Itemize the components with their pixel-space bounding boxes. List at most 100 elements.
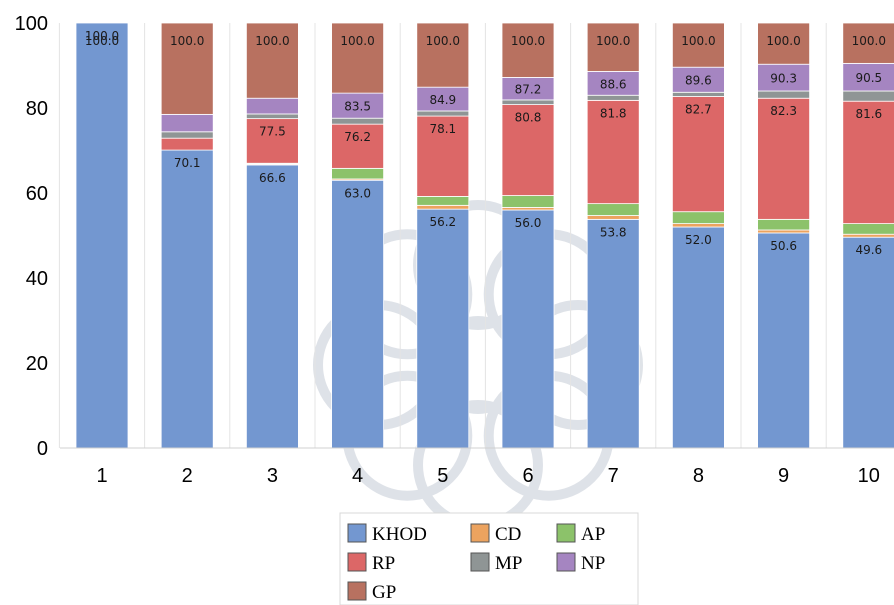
data-label-np: 84.9 (429, 93, 456, 107)
data-label-khod: 53.8 (600, 225, 627, 239)
bar-segment-khod (672, 226, 725, 449)
bar-segment-mp (331, 117, 385, 125)
bar-segment-khod (501, 209, 555, 449)
bar-segment-ap (842, 223, 894, 235)
bar-segment-np (245, 97, 299, 115)
legend-label-gp: GP (372, 582, 396, 603)
bar-segment-mp (672, 91, 725, 97)
x-tick-label: 2 (182, 465, 193, 487)
bar-segment-ap (757, 218, 810, 231)
x-tick-label: 9 (778, 465, 789, 487)
legend-swatch-ap (556, 523, 576, 543)
bar-segment-khod (160, 149, 214, 449)
x-tick-label: 10 (858, 465, 880, 487)
bar-segment-ap (331, 167, 385, 180)
x-tick-label: 6 (522, 465, 533, 487)
bar-segments (75, 22, 894, 449)
gridlines (58, 23, 827, 448)
x-tick-label: 3 (267, 465, 278, 487)
bar-segment-mp (757, 90, 810, 99)
x-tick-label: 7 (608, 465, 619, 487)
data-label-khod: 56.0 (515, 216, 542, 230)
legend-label-rp: RP (372, 553, 395, 574)
legend: KHOD CD AP RP MP NP GP (339, 512, 639, 605)
bar-segment-gp (757, 22, 810, 65)
bar-segment-ap (672, 211, 725, 224)
data-label-rp: 82.7 (685, 103, 712, 117)
data-label-np: 83.5 (344, 100, 371, 114)
data-label-np: 88.6 (600, 77, 627, 91)
bar-segment-rp (416, 115, 470, 197)
bar-segment-cd (416, 204, 470, 210)
bar-segment-cd (586, 215, 640, 220)
data-label-gp: 100.0 (511, 34, 545, 48)
bar-segment-khod (842, 236, 894, 449)
bar-segment-np (331, 92, 385, 119)
bar-segment-khod (757, 232, 810, 449)
data-label-khod: 49.6 (855, 243, 882, 257)
bar-segment-rp (672, 96, 725, 213)
data-label-np: 90.3 (770, 72, 797, 86)
data-label-khod: 63.0 (344, 186, 371, 200)
bar-segment-gp (416, 22, 470, 88)
data-label-rp: 76.2 (344, 130, 371, 144)
data-label-khod: 50.6 (770, 239, 797, 253)
bar-segment-cd (842, 233, 894, 238)
bar-segment-np (160, 113, 214, 133)
bar-segment-cd (757, 229, 810, 234)
y-tick-label: 100 (15, 13, 48, 35)
bar-segment-mp (586, 94, 640, 101)
bar-segment-rp (160, 137, 214, 151)
data-label-gp: 100.0 (596, 34, 630, 48)
data-label-khod: 70.1 (174, 156, 201, 170)
bar-segment-khod (416, 208, 470, 449)
bar-segment-gp (586, 22, 640, 72)
legend-label-mp: MP (495, 553, 522, 574)
y-tick-label: 60 (26, 183, 48, 205)
data-label-gp: 100.0 (170, 34, 204, 48)
data-label-khod: 52.0 (685, 233, 712, 247)
data-label-rp: 80.8 (515, 111, 542, 125)
data-label-khod: 56.2 (429, 215, 456, 229)
legend-label-cd: CD (495, 524, 521, 545)
y-axis: 0 20 40 60 80 100 (15, 13, 48, 460)
legend-label-khod: KHOD (372, 524, 427, 545)
bar-segment-ap (501, 195, 555, 208)
data-label-gp: 100.0 (340, 34, 374, 48)
data-label-rp: 82.3 (770, 104, 797, 118)
bar-segment-rp (586, 99, 640, 205)
bar-segment-mp (245, 113, 299, 120)
bar-segment-gp (245, 22, 299, 99)
bar-segment-gp (672, 22, 725, 68)
data-labels: 100.0 70.1 66.6 63.0 56.2 56.0 53.8 52.0 50.6 49.… (85, 29, 886, 257)
bar-segment-ap (586, 203, 640, 216)
bar-segment-mp (416, 110, 470, 117)
bar-segment-ap (416, 195, 470, 206)
data-label-khod: 66.6 (259, 171, 286, 185)
bar-segment-gp (331, 22, 385, 94)
data-label-gp: 100.0 (426, 34, 460, 48)
data-label-gp: 100.0 (85, 34, 119, 48)
legend-swatch-np (556, 552, 576, 572)
data-label-gp: 100.0 (681, 34, 715, 48)
bar-segment-mp (842, 90, 894, 102)
bar-segment-np (842, 62, 894, 92)
data-label-gp: 100.0 (255, 34, 289, 48)
bar-segment-mp (160, 131, 214, 139)
legend-swatch-rp (347, 552, 367, 572)
data-label-khod: 100.0 (85, 29, 119, 43)
bar-segment-khod (331, 179, 385, 449)
x-tick-label: 8 (693, 465, 704, 487)
bar-segment-rp (501, 104, 555, 196)
y-tick-label: 80 (26, 98, 48, 120)
data-label-np: 87.2 (515, 83, 542, 97)
data-label-rp: 81.8 (600, 106, 627, 120)
data-label-np: 89.6 (685, 74, 712, 88)
bar-segment-rp (331, 123, 385, 169)
legend-label-np: NP (581, 553, 605, 574)
legend-swatch-cd (470, 523, 490, 543)
bar-segment-gp (160, 22, 214, 115)
bar-segment-mp (501, 99, 555, 106)
legend-label-ap: AP (581, 524, 605, 545)
